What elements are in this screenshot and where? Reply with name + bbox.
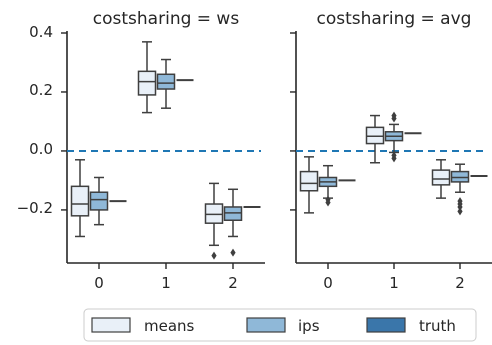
- box-ws-1-ips-body: [156, 73, 176, 90]
- box-ws-2-ips-flier-0: [230, 248, 236, 257]
- legend-swatch-ips: [246, 317, 286, 333]
- legend-label-ips: ips: [298, 317, 320, 335]
- xtick-label-ws-0: 0: [94, 274, 104, 292]
- xtick-label-ws-2: 2: [228, 274, 238, 292]
- box-avg-1-ips-flier-3: [391, 154, 397, 163]
- panel-title-ws: costsharing = ws: [93, 9, 240, 29]
- panel-title-avg: costsharing = avg: [317, 9, 472, 29]
- box-avg-2-means-body: [431, 169, 451, 186]
- box-avg-2-ips-flier-3: [457, 200, 463, 209]
- box-ws-2-means-flier-0: [211, 251, 217, 260]
- legend-label-truth: truth: [419, 317, 456, 335]
- ytick-label-0.2: 0.2: [29, 81, 53, 99]
- legend-label-means: means: [144, 317, 195, 335]
- ytick-label-0.0: 0.0: [29, 140, 53, 158]
- xtick-label-avg-2: 2: [455, 274, 465, 292]
- box-avg-0-means-body: [299, 170, 319, 192]
- legend-swatch-means: [91, 317, 131, 333]
- xtick-label-avg-0: 0: [323, 274, 333, 292]
- xtick-label-avg-1: 1: [389, 274, 399, 292]
- box-avg-0-ips-flier-1: [325, 198, 331, 207]
- legend-swatch-truth: [366, 317, 406, 333]
- legend: means ips truth: [83, 308, 477, 342]
- ytick-label-0.4: 0.4: [29, 23, 53, 41]
- xtick-label-ws-1: 1: [161, 274, 171, 292]
- ytick-label-neg0.2: −0.2: [17, 199, 53, 217]
- box-ws-0-ips-body: [89, 191, 109, 211]
- box-ws-1-means-body: [137, 70, 157, 96]
- chart-marks: [61, 31, 492, 269]
- box-ws-0-means-body: [70, 185, 90, 217]
- box-avg-2-ips-flier-1: [457, 207, 463, 216]
- box-avg-1-ips-flier-1: [391, 111, 397, 120]
